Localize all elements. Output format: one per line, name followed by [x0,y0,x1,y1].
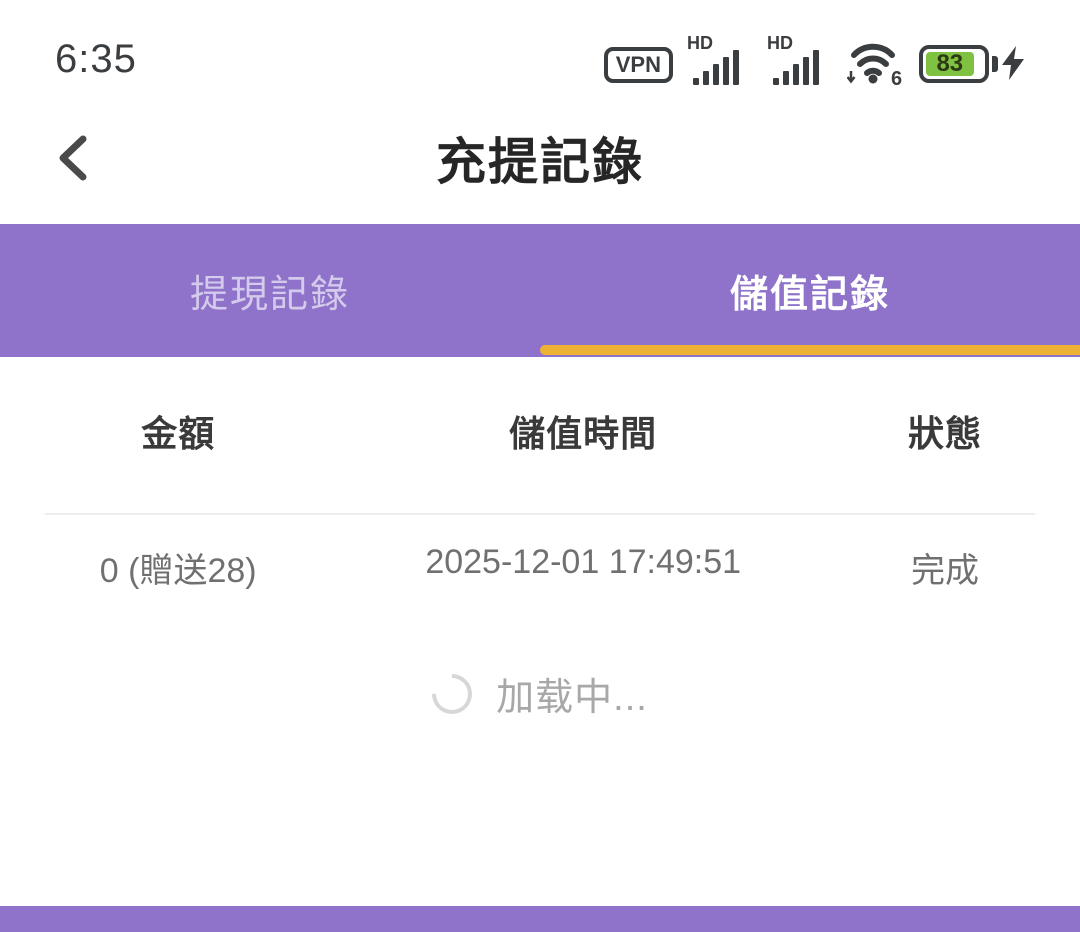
bottom-accent-bar [0,906,1080,932]
loading-text: 加载中... [496,677,648,719]
tab-deposit-records[interactable]: 儲值記錄 [729,274,890,316]
table-header-row: 金額 儲值時間 狀態 [0,357,1080,457]
battery-body: 83 [919,45,989,83]
battery-icon: 83 [919,45,1024,83]
signal-bars-icon-2 [773,50,819,85]
records-table: 金額 儲值時間 狀態 0 (贈送28) 2025-12-01 17:49:51 … [0,357,1080,722]
active-tab-indicator [540,345,1080,355]
hd-label-2: HD [767,33,793,53]
table-row: 0 (贈送28) 2025-12-01 17:49:51 完成 [0,515,1080,592]
status-bar: 6:35 VPN HD HD [0,0,1080,92]
page-header: 充提記錄 [0,92,1080,224]
charging-bolt-icon [1002,46,1024,80]
cellular-signal-icon-2: HD [767,33,833,85]
table-divider [45,513,1035,515]
back-button[interactable] [52,132,100,184]
battery-level: 83 [926,50,974,77]
hd-label-1: HD [687,33,713,53]
loading-indicator: 加载中... [0,665,1080,722]
wifi-generation-label: 6 [891,68,902,85]
cell-status: 完成 [910,552,979,590]
cell-amount: 0 (贈送28) [99,552,257,590]
column-header-amount: 金額 [141,413,216,454]
chevron-left-icon [59,135,87,181]
wifi-icon: 6 [846,35,905,90]
tab-withdraw-records[interactable]: 提現記錄 [189,274,350,316]
page-title: 充提記錄 [436,134,644,190]
cell-time: 2025-12-01 17:49:51 [425,543,742,581]
traffic-arrow-icon [846,71,856,84]
battery-tip [992,56,998,72]
vpn-icon: VPN [603,47,673,83]
status-icons: VPN HD HD 6 [603,33,1024,90]
signal-bars-icon-1 [693,50,739,85]
cellular-signal-icon-1: HD [687,33,753,85]
tab-bar: 提現記錄 儲值記錄 [0,224,1080,357]
column-header-status: 狀態 [907,413,982,454]
status-time: 6:35 [55,36,137,81]
column-header-time: 儲值時間 [509,413,658,454]
spinner-icon [423,665,481,722]
